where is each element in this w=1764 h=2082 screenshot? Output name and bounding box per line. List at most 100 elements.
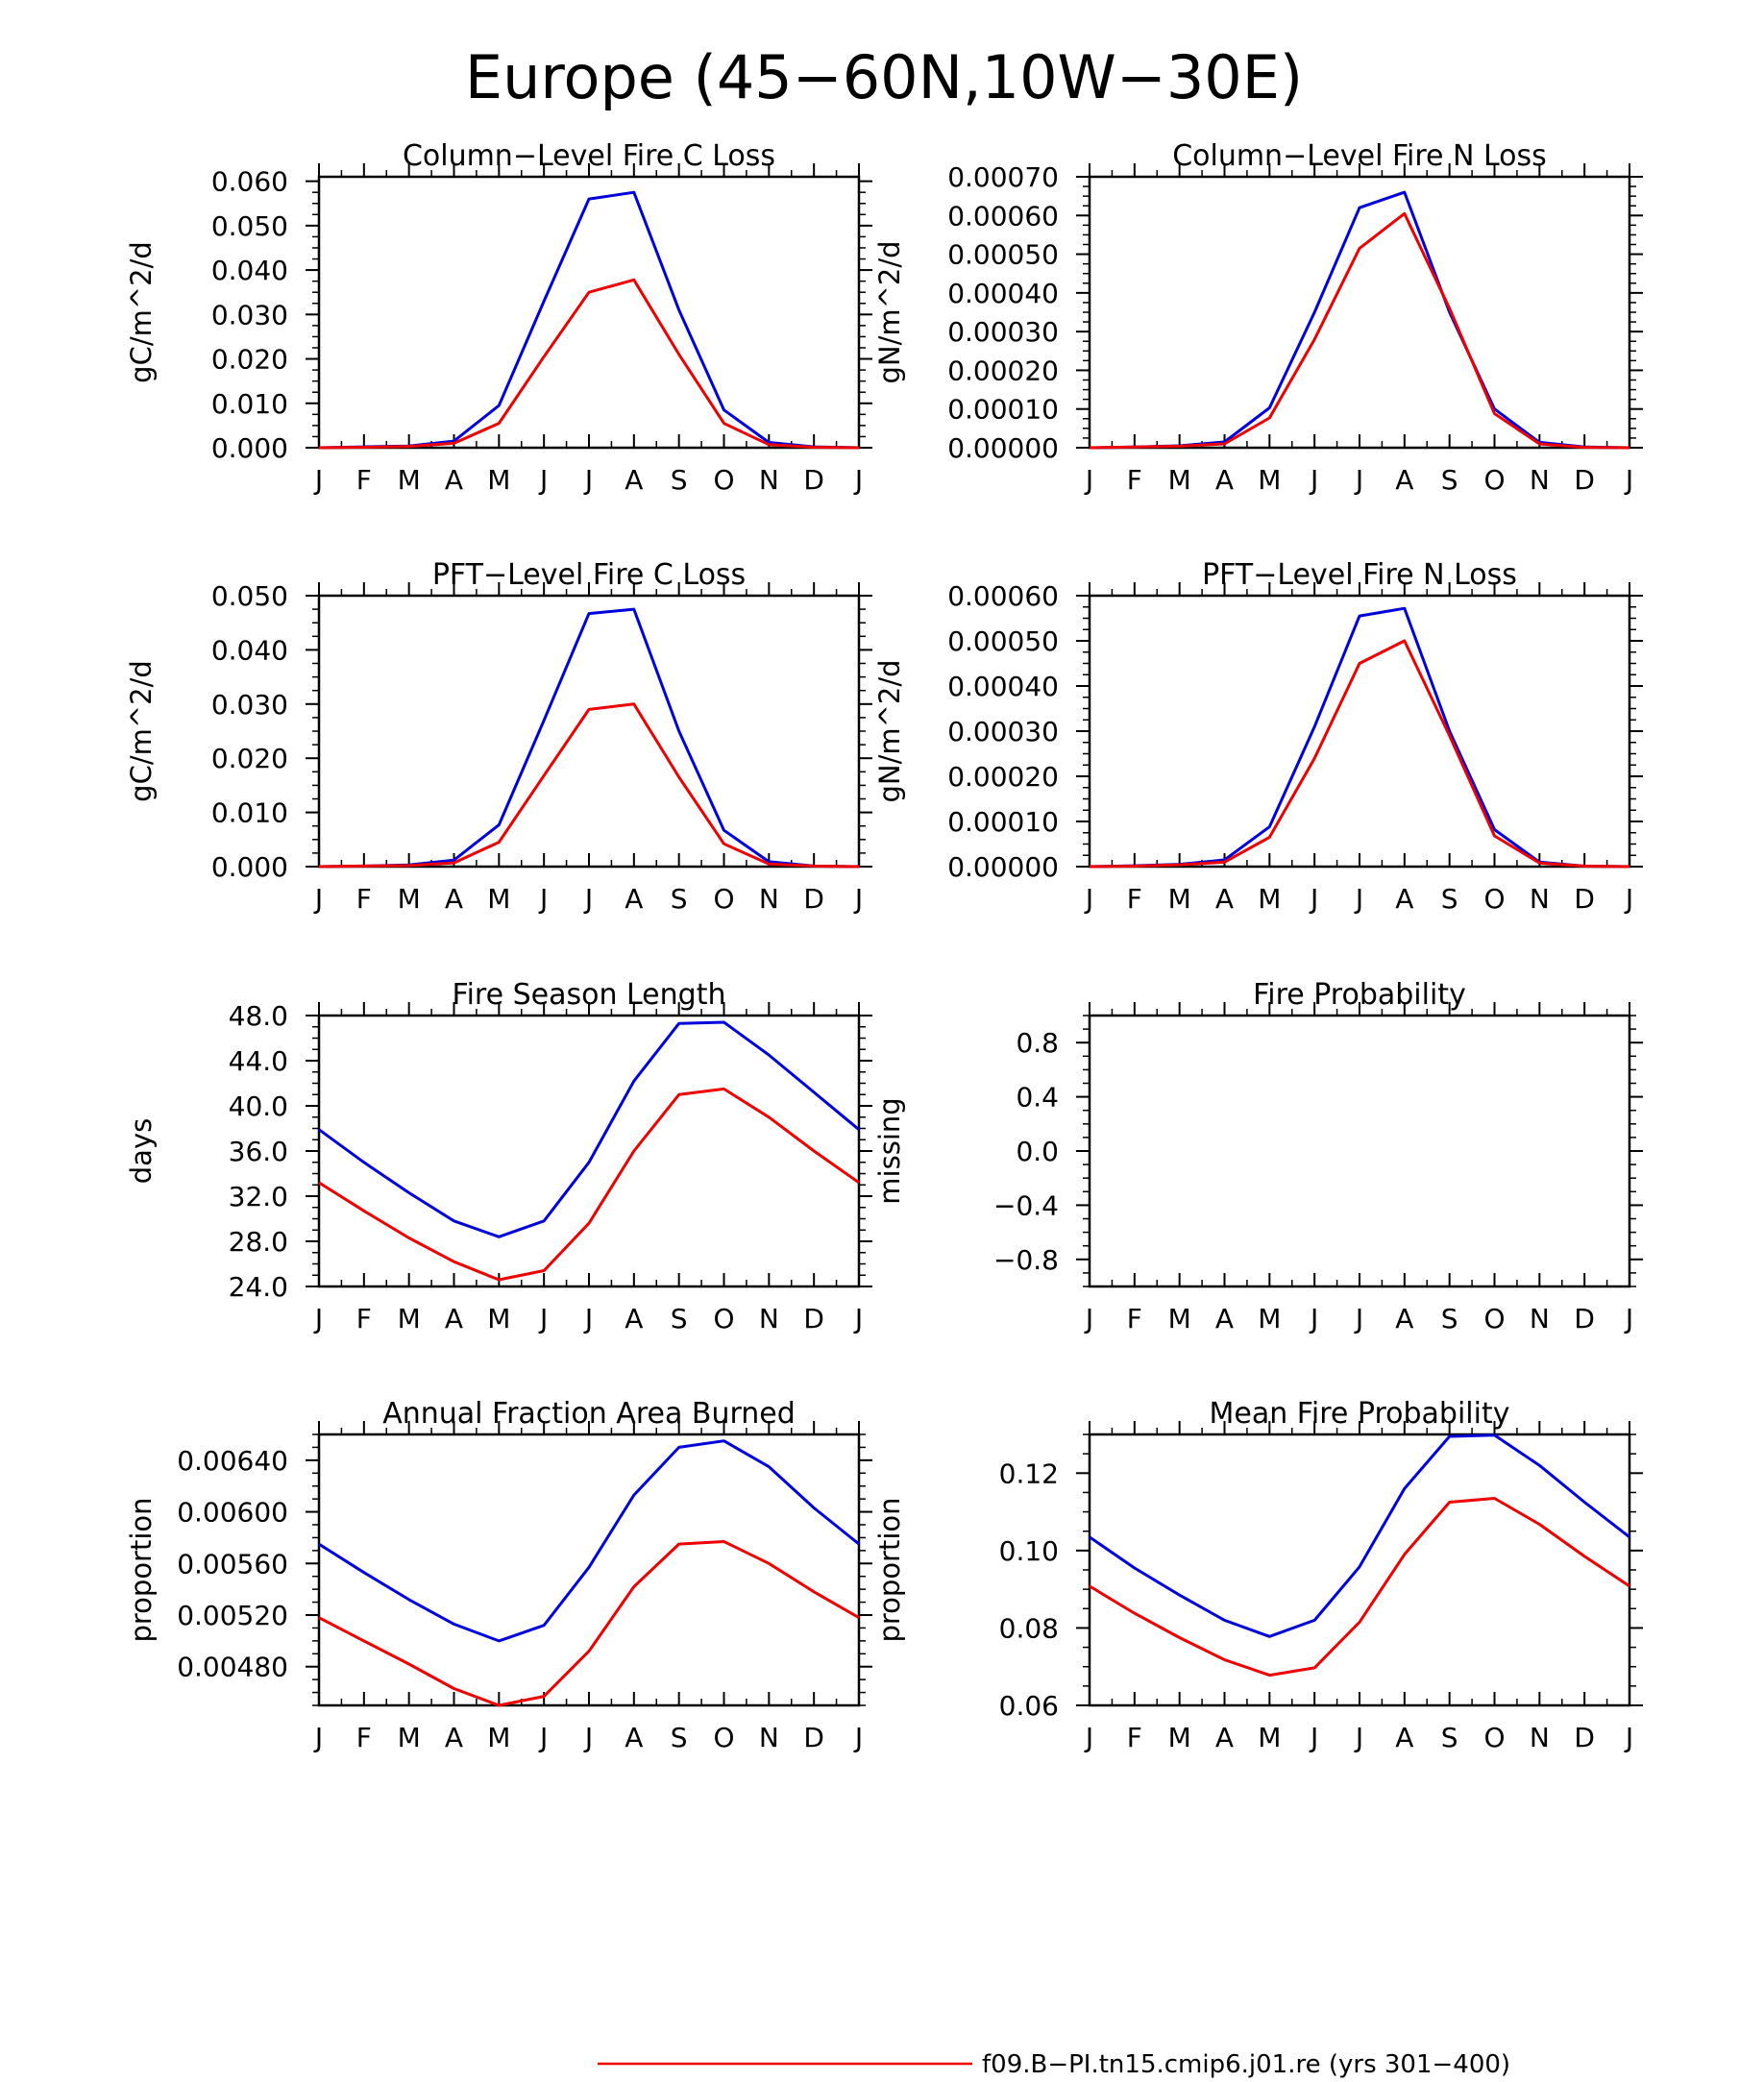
y-tick-label: 0.040 xyxy=(211,255,288,286)
x-tick-label: D xyxy=(1574,1303,1595,1335)
x-tick-label: A xyxy=(1395,1722,1413,1753)
x-tick-label: J xyxy=(1624,1722,1633,1753)
y-tick-label: 0.00060 xyxy=(947,200,1059,232)
x-tick-label: M xyxy=(1258,464,1281,496)
x-tick-label: J xyxy=(313,1722,323,1753)
x-tick-label: N xyxy=(1530,883,1550,915)
series-line-blue xyxy=(318,1020,860,1238)
x-tick-label: S xyxy=(1441,464,1458,496)
x-tick-label: S xyxy=(671,464,688,496)
figure-title: Europe (45−60N,10W−30E) xyxy=(465,42,1303,112)
y-tick-label: 0.020 xyxy=(211,743,288,774)
series-line-red xyxy=(318,702,860,869)
x-tick-label: A xyxy=(445,883,463,915)
y-tick-label: 0.000 xyxy=(211,432,288,464)
y-tick-label: 0.010 xyxy=(211,797,288,829)
x-tick-label: O xyxy=(1483,1722,1505,1753)
y-tick-label: 0.00040 xyxy=(947,671,1059,702)
x-tick-label: J xyxy=(1309,883,1318,915)
panel-title: Column−Level Fire C Loss xyxy=(403,139,775,173)
x-tick-label: J xyxy=(1309,1722,1318,1753)
y-tick-label: 44.0 xyxy=(229,1045,288,1077)
x-tick-label: A xyxy=(625,1303,643,1335)
x-tick-label: F xyxy=(1127,883,1142,915)
panel-4: J F M A M J J A S O N D J0.000000.000100.000200.0003… xyxy=(873,558,1643,915)
panel-title: Column−Level Fire N Loss xyxy=(1172,139,1547,173)
y-tick-label: 0.12 xyxy=(999,1457,1059,1489)
y-tick-label: 0.06 xyxy=(999,1690,1059,1722)
x-tick-label: J xyxy=(1354,1303,1363,1335)
x-tick-label: A xyxy=(1215,1303,1234,1335)
x-tick-label: M xyxy=(487,1303,510,1335)
x-tick-label: F xyxy=(356,464,372,496)
y-tick-label: 0.020 xyxy=(211,344,288,376)
x-tick-label: N xyxy=(759,883,779,915)
x-tick-label: S xyxy=(1441,1303,1458,1335)
x-tick-label: J xyxy=(853,464,863,496)
x-tick-label: F xyxy=(356,1722,372,1753)
series-line-red xyxy=(318,1540,860,1707)
y-tick-label: 0.00050 xyxy=(947,239,1059,271)
y-tick-label: 0.00640 xyxy=(177,1445,288,1477)
x-tick-label: J xyxy=(1354,883,1363,915)
y-tick-label: 0.00520 xyxy=(177,1600,288,1631)
x-tick-label: D xyxy=(1574,883,1595,915)
x-tick-label: N xyxy=(1530,464,1550,496)
panel-title: Fire Season Length xyxy=(453,978,726,1012)
series-line-blue xyxy=(1089,606,1630,869)
x-tick-label: J xyxy=(853,1303,863,1335)
y-tick-label: 0.040 xyxy=(211,634,288,666)
x-tick-label: D xyxy=(1574,1722,1595,1753)
x-tick-label: F xyxy=(356,883,372,915)
y-axis-label: missing xyxy=(873,1097,906,1204)
plot-frame xyxy=(317,1014,861,1288)
plot-frame xyxy=(317,594,861,869)
y-tick-label: 24.0 xyxy=(229,1271,288,1303)
y-tick-label: 0.050 xyxy=(211,580,288,612)
x-tick-label: F xyxy=(1127,464,1142,496)
y-tick-label: 0.030 xyxy=(211,299,288,331)
y-tick-label: 0.8 xyxy=(1016,1027,1059,1059)
x-tick-label: N xyxy=(759,1722,779,1753)
x-tick-label: J xyxy=(583,883,593,915)
x-tick-label: O xyxy=(1483,1303,1505,1335)
plot-frame xyxy=(317,175,861,450)
x-tick-label: M xyxy=(1168,1303,1191,1335)
x-tick-label: J xyxy=(313,464,323,496)
series-line-blue xyxy=(1089,1433,1630,1638)
y-tick-label: 0.00010 xyxy=(947,806,1059,838)
x-tick-label: M xyxy=(487,883,510,915)
x-tick-label: N xyxy=(759,464,779,496)
x-tick-label: A xyxy=(625,464,643,496)
x-tick-label: D xyxy=(803,1722,824,1753)
x-tick-label: A xyxy=(445,464,463,496)
x-tick-label: D xyxy=(1574,464,1595,496)
x-tick-label: J xyxy=(1309,464,1318,496)
y-tick-label: 0.00000 xyxy=(947,432,1059,464)
x-tick-label: M xyxy=(487,1722,510,1753)
y-axis-label: proportion xyxy=(125,1497,158,1642)
series-line-red xyxy=(1089,211,1630,450)
x-tick-label: A xyxy=(1215,1722,1234,1753)
y-tick-label: 0.00010 xyxy=(947,394,1059,426)
x-tick-label: A xyxy=(445,1722,463,1753)
x-tick-label: A xyxy=(1215,464,1234,496)
x-tick-label: J xyxy=(538,1722,548,1753)
y-tick-label: 0.000 xyxy=(211,851,288,883)
x-tick-label: M xyxy=(398,464,421,496)
x-tick-label: M xyxy=(1258,1303,1281,1335)
y-tick-label: 0.00070 xyxy=(947,161,1059,193)
panel-1: J F M A M J J A S O N D J0.0000.0100.0200.0300.0400.… xyxy=(125,139,872,496)
y-tick-label: −0.4 xyxy=(993,1189,1059,1221)
y-tick-label: 0.00030 xyxy=(947,316,1059,348)
panel-3: J F M A M J J A S O N D J0.0000.0100.0200.0300.0400.… xyxy=(125,558,872,915)
x-tick-label: D xyxy=(803,1303,824,1335)
y-tick-label: 0.00020 xyxy=(947,355,1059,386)
x-tick-label: J xyxy=(1354,464,1363,496)
series-line-red xyxy=(318,1087,860,1282)
y-tick-label: 0.00600 xyxy=(177,1497,288,1529)
x-tick-label: J xyxy=(538,464,548,496)
x-tick-label: S xyxy=(1441,1722,1458,1753)
y-tick-label: 0.00000 xyxy=(947,851,1059,883)
